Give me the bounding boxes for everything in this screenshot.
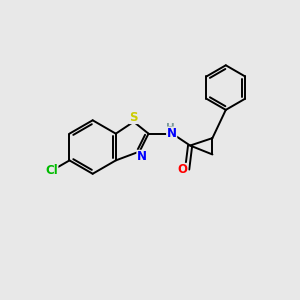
Text: N: N	[167, 127, 177, 140]
Text: S: S	[129, 110, 138, 124]
Text: H: H	[167, 123, 175, 133]
Text: Cl: Cl	[45, 164, 58, 177]
Text: N: N	[137, 150, 147, 163]
Text: O: O	[178, 164, 188, 176]
